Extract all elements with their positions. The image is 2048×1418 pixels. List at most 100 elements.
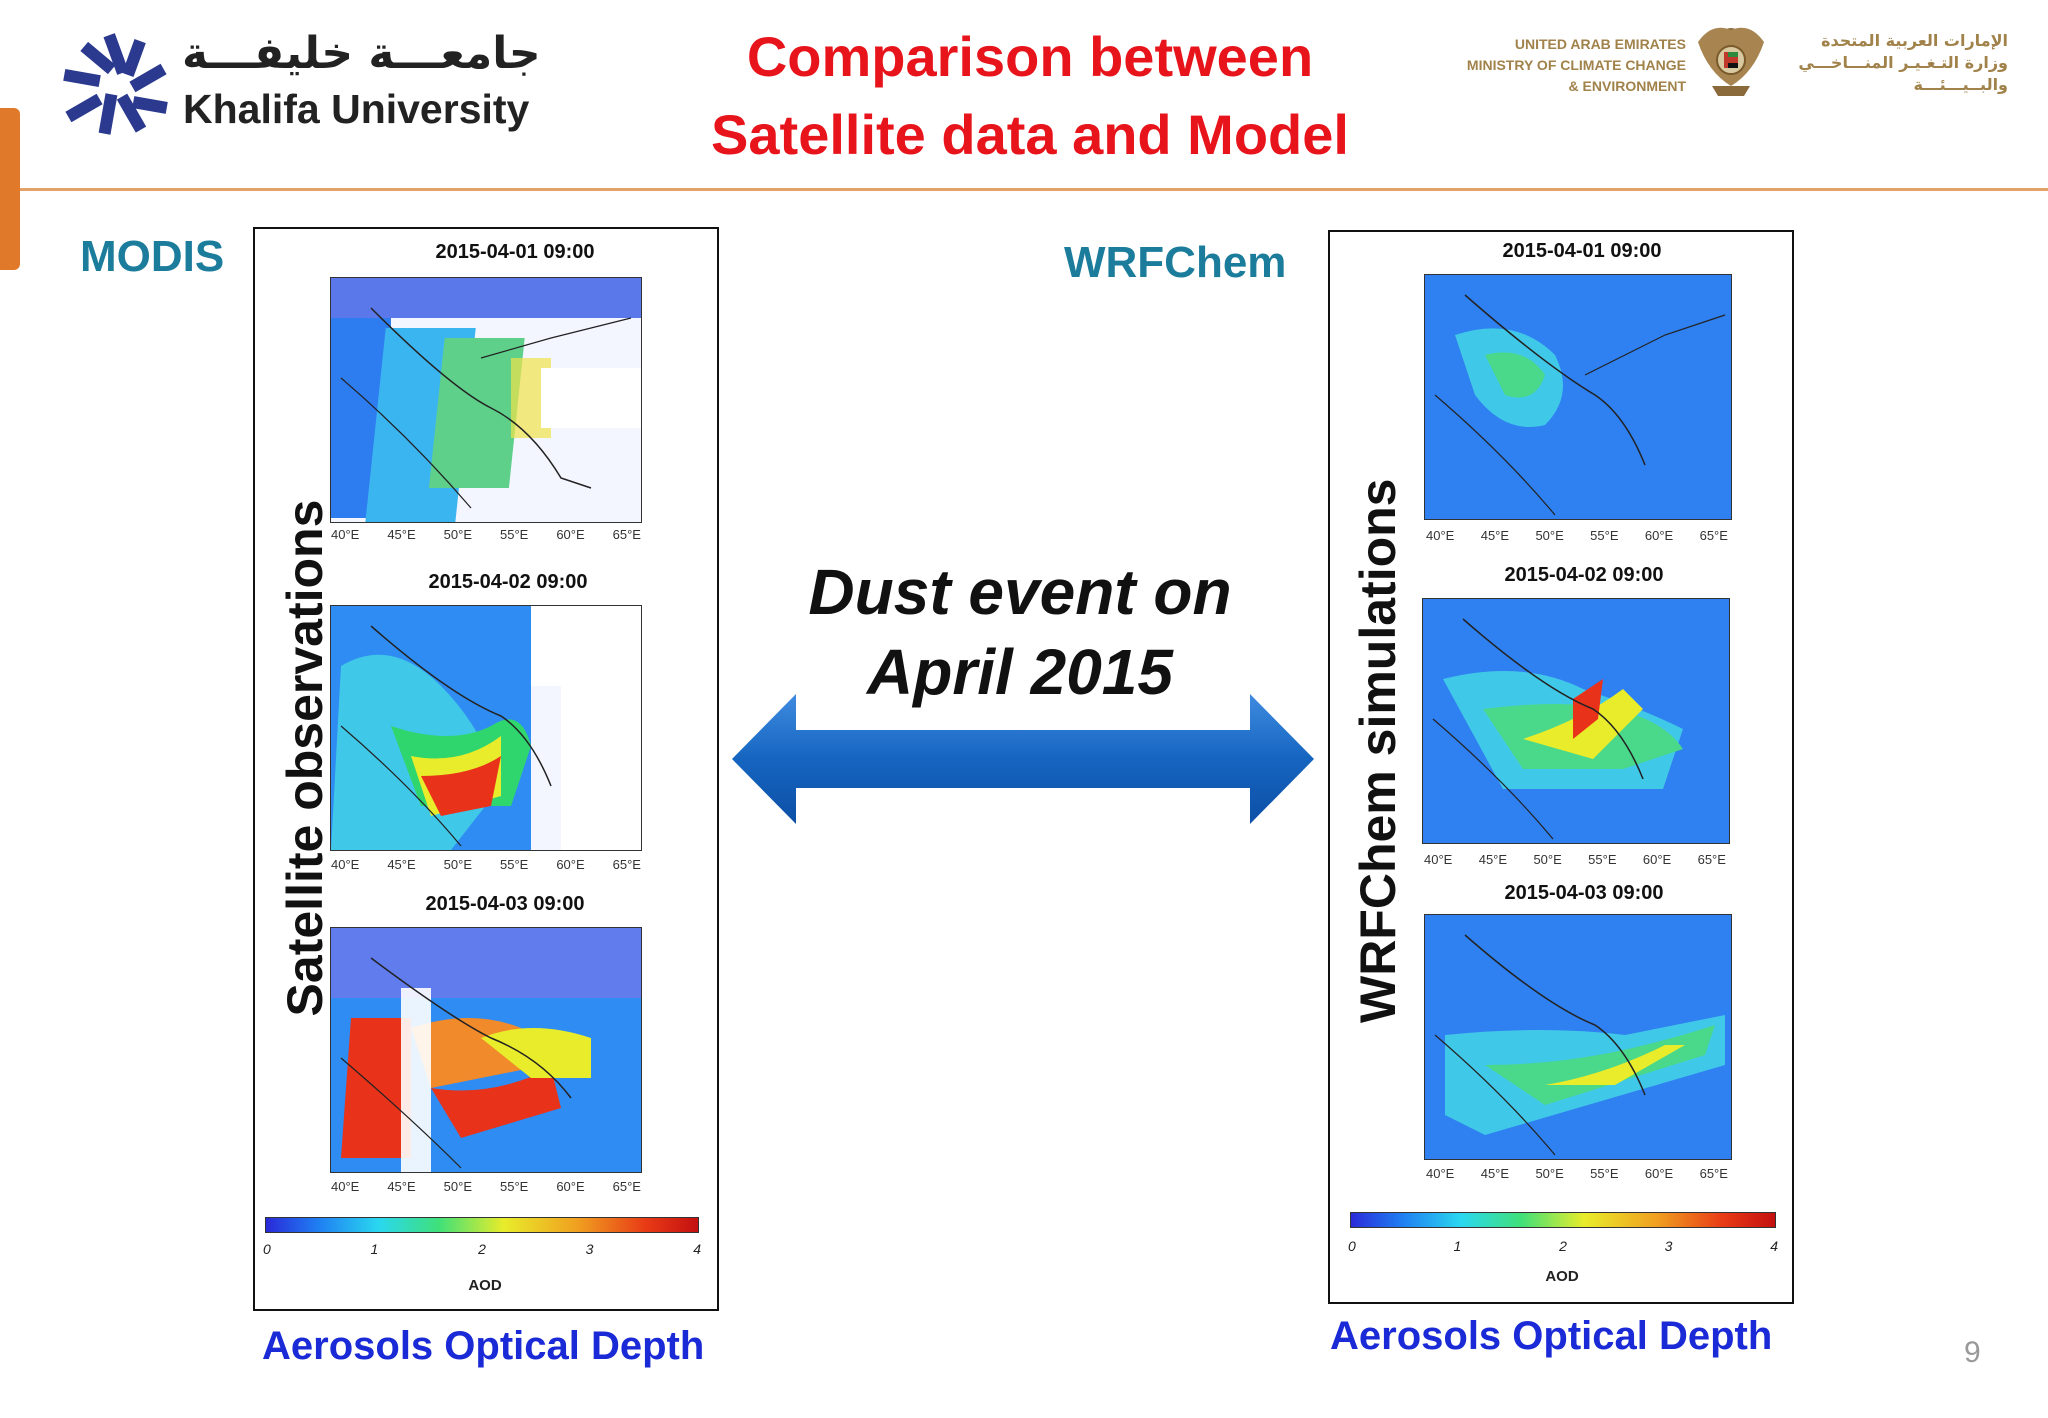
university-name-arabic: جامعـــة خليفـــة xyxy=(182,28,541,79)
ministry-name-arabic: الإمارات العربية المتحدة وزارة التـغـيـر… xyxy=(1778,30,2008,96)
dust-event-label: Dust event on April 2015 xyxy=(760,552,1280,712)
ministry-en-line: & ENVIRONMENT xyxy=(1568,78,1686,94)
slide-title-line-1: Comparison between xyxy=(746,25,1314,88)
map-title: 2015-04-02 09:00 xyxy=(1504,564,1664,586)
tick-label: 0 xyxy=(1348,1238,1356,1254)
tick-label: 40°E xyxy=(1426,1166,1455,1181)
dust-event-line-2: April 2015 xyxy=(867,636,1173,708)
modis-label: MODIS xyxy=(80,232,225,281)
tick-label: 55°E xyxy=(1590,528,1619,543)
tick-label: 50°E xyxy=(443,527,472,542)
modis-caption: Aerosols Optical Depth xyxy=(262,1324,705,1368)
tick-label: 1 xyxy=(370,1241,379,1257)
longitude-tick-labels: 40°E 45°E 50°E 55°E 60°E 65°E xyxy=(331,527,641,542)
ministry-ar-line: وزارة التـغـيـر المنـــاخـــي xyxy=(1798,53,2008,72)
tick-label: 60°E xyxy=(556,1179,585,1194)
tick-label: 45°E xyxy=(387,1179,416,1194)
tick-label: 40°E xyxy=(331,1179,360,1194)
ministry-ar-line: الإمارات العربية المتحدة xyxy=(1821,31,2008,50)
tick-label: 50°E xyxy=(443,1179,472,1194)
tick-label: 45°E xyxy=(387,527,416,542)
modis-aod-map xyxy=(330,277,642,523)
tick-label: 55°E xyxy=(499,527,529,542)
longitude-tick-labels: 40°E 45°E 50°E 55°E 60°E 65°E xyxy=(1426,528,1728,543)
wrfchem-aod-map xyxy=(1424,914,1732,1160)
tick-label: 1 xyxy=(1453,1238,1462,1254)
satellite-observations-label: Satellite observations xyxy=(277,499,333,1017)
map-title: 2015-04-01 09:00 xyxy=(1502,240,1662,262)
colorbar-label: AOD xyxy=(468,1277,502,1294)
aod-colorbar xyxy=(265,1217,699,1233)
university-name-english: Khalifa University xyxy=(183,86,530,132)
khalifa-university-logo-icon xyxy=(63,33,168,135)
map-title: 2015-04-03 09:00 xyxy=(1504,882,1664,904)
colorbar-tick-labels: 0 1 2 3 4 xyxy=(1348,1238,1778,1254)
double-arrow-icon xyxy=(732,694,1314,824)
tick-label: 60°E xyxy=(1642,852,1672,867)
colorbar-label: AOD xyxy=(1545,1268,1579,1285)
colorbar-tick-labels: 0 1 2 3 4 xyxy=(263,1241,701,1257)
aod-colorbar xyxy=(1350,1212,1776,1228)
tick-label: 45°E xyxy=(1478,852,1508,867)
dust-event-line-1: Dust event on xyxy=(808,556,1232,628)
tick-label: 40°E xyxy=(331,857,360,872)
tick-label: 0 xyxy=(263,1241,271,1257)
slide-title-line-2: Satellite data and Model xyxy=(711,103,1349,166)
page-number: 9 xyxy=(1964,1336,1981,1369)
map-title: 2015-04-01 09:00 xyxy=(435,241,595,263)
longitude-tick-labels: 40°E 45°E 50°E 55°E 60°E 65°E xyxy=(1424,852,1726,867)
tick-label: 4 xyxy=(1770,1238,1778,1254)
tick-label: 45°E xyxy=(1480,528,1510,543)
wrfchem-caption: Aerosols Optical Depth xyxy=(1330,1314,1773,1358)
modis-panel: Satellite observations 2015-04-01 09:00 … xyxy=(253,227,719,1311)
tick-label: 65°E xyxy=(1699,528,1728,543)
tick-label: 55°E xyxy=(499,857,529,872)
wrfchem-panel: WRFChem simulations 2015-04-01 09:00 40°… xyxy=(1328,230,1794,1304)
wrfchem-simulations-label: WRFChem simulations xyxy=(1350,478,1406,1023)
uae-emblem-icon xyxy=(1698,27,1764,96)
tick-label: 50°E xyxy=(1533,852,1562,867)
tick-label: 2 xyxy=(1559,1238,1567,1254)
tick-label: 60°E xyxy=(556,527,585,542)
side-accent-tab xyxy=(0,108,20,270)
ministry-en-line: UNITED ARAB EMIRATES xyxy=(1514,36,1686,52)
longitude-tick-labels: 40°E 45°E 50°E 55°E 60°E 65°E xyxy=(1426,1166,1728,1181)
longitude-tick-labels: 40°E 45°E 50°E 55°E 60°E 65°E xyxy=(331,857,641,872)
tick-label: 50°E xyxy=(1535,1166,1564,1181)
ministry-ar-line: والبــيـــئـــة xyxy=(1913,75,2008,94)
tick-label: 55°E xyxy=(1590,1166,1619,1181)
tick-label: 60°E xyxy=(556,857,585,872)
tick-label: 50°E xyxy=(443,857,472,872)
ministry-en-line: MINISTRY OF CLIMATE CHANGE xyxy=(1466,57,1686,73)
tick-label: 65°E xyxy=(612,857,641,872)
tick-label: 65°E xyxy=(1697,852,1726,867)
map-title: 2015-04-03 09:00 xyxy=(425,893,585,915)
tick-label: 3 xyxy=(585,1241,594,1257)
tick-label: 2 xyxy=(478,1241,486,1257)
longitude-tick-labels: 40°E 45°E 50°E 55°E 60°E 65°E xyxy=(331,1179,641,1194)
slide-title: Comparison between Satellite data and Mo… xyxy=(640,18,1420,174)
ministry-name-english: UNITED ARAB EMIRATES MINISTRY OF CLIMATE… xyxy=(1440,34,1686,97)
tick-label: 55°E xyxy=(1588,852,1617,867)
modis-aod-map xyxy=(330,605,642,851)
tick-label: 40°E xyxy=(1426,528,1455,543)
wrfchem-label: WRFChem xyxy=(1064,238,1287,287)
tick-label: 45°E xyxy=(387,857,416,872)
tick-label: 45°E xyxy=(1480,1166,1510,1181)
wrfchem-aod-map xyxy=(1422,598,1730,844)
tick-label: 55°E xyxy=(499,1179,529,1194)
tick-label: 65°E xyxy=(1699,1166,1728,1181)
tick-label: 65°E xyxy=(612,527,641,542)
tick-label: 40°E xyxy=(331,527,360,542)
tick-label: 3 xyxy=(1664,1238,1673,1254)
tick-label: 40°E xyxy=(1424,852,1453,867)
tick-label: 4 xyxy=(693,1241,701,1257)
tick-label: 60°E xyxy=(1644,1166,1674,1181)
wrfchem-aod-map xyxy=(1424,274,1732,520)
map-title: 2015-04-02 09:00 xyxy=(428,571,588,593)
tick-label: 60°E xyxy=(1644,528,1674,543)
header-divider xyxy=(20,188,2048,191)
tick-label: 50°E xyxy=(1535,528,1564,543)
modis-aod-map xyxy=(330,927,642,1173)
tick-label: 65°E xyxy=(612,1179,641,1194)
